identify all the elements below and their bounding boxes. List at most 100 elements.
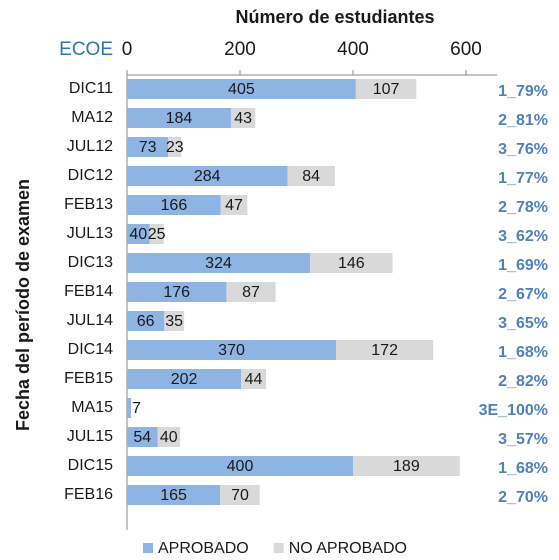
- annotation: 2_78%: [498, 199, 548, 216]
- legend-label: NO APROBADO: [289, 540, 407, 557]
- data-label: 370: [218, 342, 245, 359]
- data-label: 400: [227, 458, 254, 475]
- bar-segment: [127, 282, 227, 302]
- bar-segment: [127, 137, 169, 157]
- annotation: 2_81%: [498, 112, 548, 129]
- bar-segment: [355, 79, 417, 99]
- bar-segment: [241, 369, 266, 389]
- chart-title: Número de estudiantes: [235, 7, 434, 27]
- bar-segment: [149, 224, 164, 244]
- bar-segment: [127, 253, 311, 273]
- bar-segment: [226, 282, 276, 302]
- annotation: 3_57%: [498, 431, 548, 448]
- data-label: 172: [371, 342, 398, 359]
- bar-segment: [127, 79, 356, 99]
- bar-segment: [287, 166, 335, 186]
- y-tick-label: FEB14: [64, 283, 113, 300]
- bar-segment: [127, 485, 221, 505]
- y-tick-label: JUL15: [67, 428, 113, 445]
- y-tick-label: DIC12: [68, 167, 113, 184]
- y-tick-label: DIC11: [69, 80, 113, 97]
- bar-segment: [127, 369, 242, 389]
- y-tick-label: FEB16: [64, 486, 113, 503]
- data-label: 44: [245, 371, 263, 388]
- data-label: 43: [234, 110, 252, 127]
- annotation: 1_79%: [498, 83, 548, 100]
- annotation: 3E_100%: [479, 402, 548, 419]
- bar-segment: [127, 340, 337, 360]
- annotation: 3_76%: [498, 141, 548, 158]
- bar-segment: [157, 427, 181, 447]
- annotation: 1_77%: [498, 170, 548, 187]
- y-tick-label: MA12: [71, 109, 113, 126]
- data-label: 189: [393, 458, 420, 475]
- data-label: 165: [160, 487, 187, 504]
- bar-segment: [127, 427, 158, 447]
- bar-segment: [127, 166, 288, 186]
- bar-segment: [127, 224, 150, 244]
- data-label: 40: [129, 226, 147, 243]
- data-label: 107: [373, 81, 400, 98]
- bar-segment: [168, 137, 182, 157]
- bar-segment: [127, 195, 221, 215]
- data-label: 146: [338, 255, 365, 272]
- y-axis-label: Fecha del período de examen: [13, 179, 33, 431]
- bar-segment: [127, 108, 231, 128]
- x-tick-label: 600: [450, 39, 482, 60]
- y-tick-label: DIC15: [68, 457, 113, 474]
- bar-segment: [310, 253, 393, 273]
- data-label: 47: [225, 197, 243, 214]
- data-label: 73: [139, 139, 157, 156]
- annotation: 1_68%: [498, 460, 548, 477]
- legend-swatch: [143, 543, 153, 553]
- data-label: 176: [163, 284, 190, 301]
- data-label: 324: [205, 255, 232, 272]
- legend-label: APROBADO: [158, 540, 249, 557]
- y-tick-label: FEB15: [64, 370, 113, 387]
- data-label: 202: [171, 371, 198, 388]
- x-tick-label: 400: [337, 39, 369, 60]
- bar-segment: [230, 108, 256, 128]
- bar-segment: [220, 195, 248, 215]
- annotation: 3_65%: [498, 315, 548, 332]
- y-tick-label: MA15: [71, 399, 113, 416]
- bar-segment: [127, 398, 131, 418]
- legend-swatch: [273, 543, 284, 553]
- data-label: 284: [194, 168, 221, 185]
- data-label: 166: [161, 197, 188, 214]
- bar-segment: [164, 311, 185, 331]
- data-label: 23: [166, 139, 184, 156]
- annotation: 3_62%: [498, 228, 548, 245]
- y-tick-label: DIC13: [68, 254, 113, 271]
- x-tick-label: 0: [122, 39, 133, 60]
- annotation: 2_67%: [498, 286, 548, 303]
- data-label: 184: [166, 110, 193, 127]
- annotation: 2_82%: [498, 373, 548, 390]
- bar-segment: [127, 311, 165, 331]
- data-label: 54: [133, 429, 151, 446]
- data-label: 7: [132, 400, 141, 417]
- data-label: 405: [228, 81, 255, 98]
- data-label: 87: [242, 284, 260, 301]
- data-label: 84: [302, 168, 320, 185]
- data-label: 35: [165, 313, 183, 330]
- annotation: 2_70%: [498, 489, 548, 506]
- bar-segment: [220, 485, 260, 505]
- y-tick-label: JUL12: [67, 138, 113, 155]
- data-label: 40: [160, 429, 178, 446]
- category-header: ECOE: [59, 39, 113, 60]
- bar-segment: [127, 456, 353, 476]
- bar-segment: [336, 340, 434, 360]
- x-tick-label: 200: [224, 39, 256, 60]
- data-label: 66: [137, 313, 155, 330]
- y-tick-label: DIC14: [68, 341, 113, 358]
- bar-segment: [353, 456, 460, 476]
- y-tick-label: FEB13: [64, 196, 113, 213]
- annotation: 1_69%: [498, 257, 548, 274]
- data-label: 70: [231, 487, 249, 504]
- y-tick-label: JUL13: [67, 225, 113, 242]
- y-tick-label: JUL14: [67, 312, 113, 329]
- annotation: 1_68%: [498, 344, 548, 361]
